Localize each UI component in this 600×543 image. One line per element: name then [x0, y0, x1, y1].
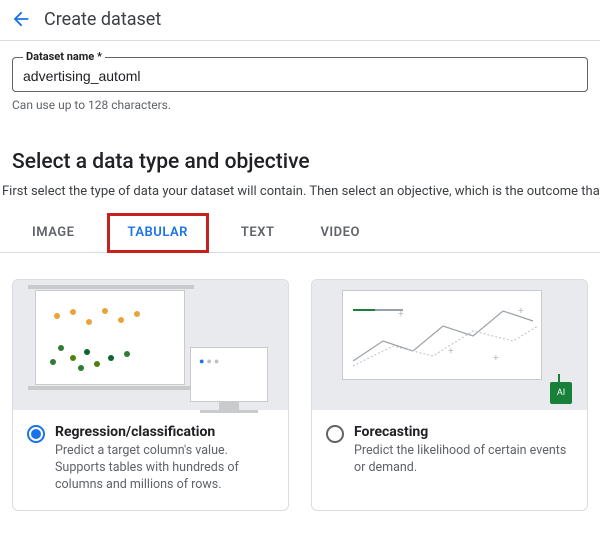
forecasting-description: Predict the likelihood of certain events… [354, 443, 573, 477]
ai-pot-icon: AI [550, 382, 572, 404]
dataset-name-label: Dataset name * [23, 50, 105, 63]
tab-image[interactable]: IMAGE [18, 213, 89, 252]
forecasting-title: Forecasting [354, 424, 573, 440]
dataset-name-input[interactable] [23, 68, 577, 84]
regression-radio[interactable] [27, 425, 45, 443]
regression-description: Predict a target column's value. Support… [55, 443, 274, 494]
section-description: First select the type of data your datas… [0, 180, 600, 213]
page-title: Create dataset [44, 9, 161, 30]
tab-tabular[interactable]: TABULAR [107, 213, 209, 253]
dataset-name-field[interactable]: Dataset name * [12, 57, 588, 92]
forecasting-illustration: ++++ AI [312, 280, 587, 410]
regression-illustration: ●●● [13, 280, 288, 410]
objective-card-regression[interactable]: ●●● Regression/classification Predict a … [12, 279, 289, 511]
section-title: Select a data type and objective [0, 120, 600, 180]
tab-video[interactable]: VIDEO [306, 213, 373, 252]
objective-card-forecasting[interactable]: ++++ AI Forecasting Predict the likeliho… [311, 279, 588, 511]
dataset-name-helper: Can use up to 128 characters. [12, 98, 588, 112]
back-arrow-icon[interactable] [10, 8, 32, 30]
forecasting-radio[interactable] [326, 425, 344, 443]
datatype-tabs: IMAGE TABULAR TEXT VIDEO [0, 213, 600, 253]
regression-title: Regression/classification [55, 424, 274, 440]
tab-text[interactable]: TEXT [227, 213, 289, 252]
